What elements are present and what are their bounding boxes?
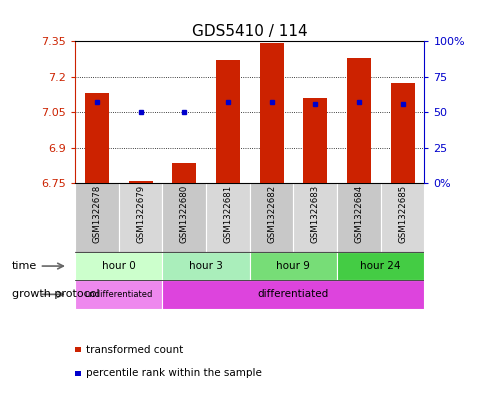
Bar — [119, 183, 162, 252]
Text: hour 0: hour 0 — [102, 261, 136, 271]
Bar — [162, 280, 424, 309]
Text: differentiated: differentiated — [257, 289, 328, 299]
Bar — [162, 183, 206, 252]
Text: hour 9: hour 9 — [276, 261, 310, 271]
Bar — [75, 183, 119, 252]
Bar — [128, 182, 152, 183]
Text: hour 24: hour 24 — [360, 261, 400, 271]
Bar — [249, 252, 336, 280]
Text: GSM1322680: GSM1322680 — [180, 185, 188, 243]
Bar — [75, 252, 162, 280]
Text: percentile rank within the sample: percentile rank within the sample — [86, 368, 261, 378]
Bar — [390, 83, 414, 183]
Bar — [259, 43, 283, 183]
Bar — [249, 183, 293, 252]
Text: undifferentiated: undifferentiated — [85, 290, 152, 299]
Bar — [85, 93, 109, 183]
Text: transformed count: transformed count — [86, 345, 183, 355]
Bar — [172, 163, 196, 183]
Bar — [380, 183, 424, 252]
Text: GSM1322682: GSM1322682 — [267, 185, 275, 243]
Text: GSM1322683: GSM1322683 — [310, 185, 319, 243]
Text: growth protocol: growth protocol — [12, 289, 100, 299]
Bar — [162, 252, 249, 280]
Text: GSM1322681: GSM1322681 — [223, 185, 232, 243]
Bar — [215, 60, 240, 183]
Text: GSM1322679: GSM1322679 — [136, 185, 145, 243]
Bar — [302, 97, 327, 183]
Bar — [346, 58, 370, 183]
Bar — [206, 183, 249, 252]
Text: GSM1322678: GSM1322678 — [92, 185, 101, 243]
Text: time: time — [12, 261, 37, 271]
Bar — [75, 280, 162, 309]
Bar — [293, 183, 336, 252]
Bar — [336, 183, 380, 252]
Text: hour 3: hour 3 — [189, 261, 223, 271]
Bar — [336, 252, 424, 280]
Text: GSM1322685: GSM1322685 — [397, 185, 406, 243]
Text: GSM1322684: GSM1322684 — [354, 185, 363, 243]
Title: GDS5410 / 114: GDS5410 / 114 — [192, 24, 307, 39]
